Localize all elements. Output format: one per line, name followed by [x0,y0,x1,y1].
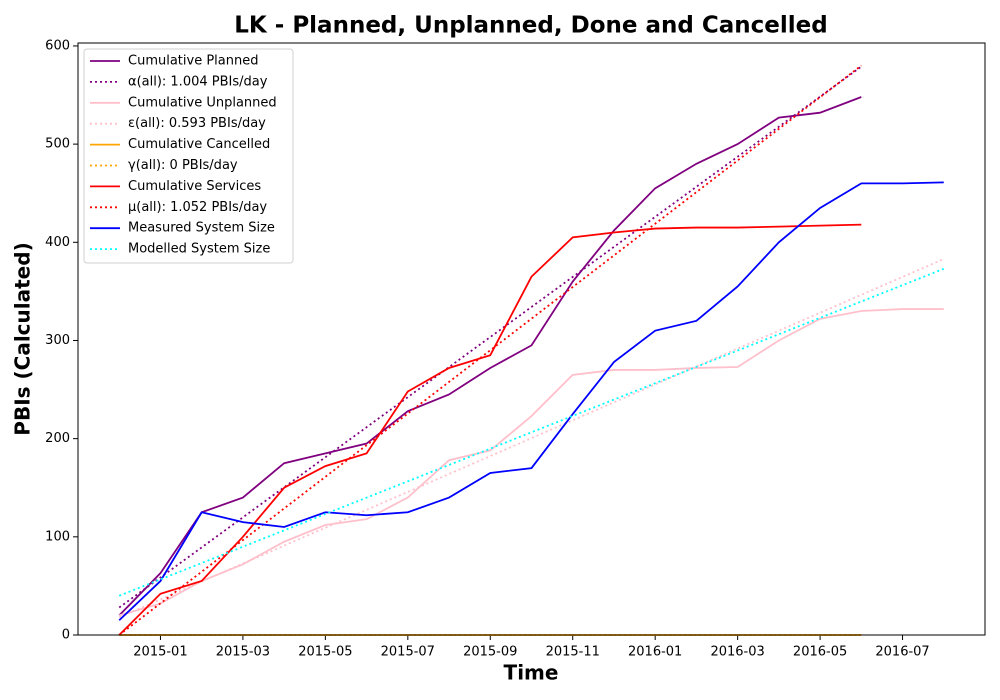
x-tick-label: 2016-03 [710,645,764,660]
legend-box [83,48,294,264]
x-tick-label: 2015-07 [381,645,435,660]
legend-label: Cumulative Services [128,179,261,194]
x-tick-label: 2015-09 [463,645,517,660]
series-line [118,308,944,617]
y-tick-label: 600 [45,38,70,53]
x-tick-label: 2015-01 [133,645,187,660]
y-tick-label: 300 [45,333,70,348]
legend-label: Cumulative Cancelled [128,137,270,152]
x-tick-label: 2015-05 [298,645,352,660]
x-tick-label: 2016-07 [875,645,929,660]
series-line [118,223,862,636]
series-line [118,64,862,636]
x-axis-label: Time [504,661,559,685]
legend-label: Cumulative Planned [128,54,258,69]
y-tick-label: 200 [45,431,70,446]
y-tick-label: 0 [62,628,70,643]
y-tick-label: 100 [45,529,70,544]
series-line [118,181,944,621]
legend-label: Cumulative Unplanned [128,95,277,110]
legend-label: μ(all): 1.052 PBIs/day [128,200,267,215]
legend-label: α(all): 1.004 PBIs/day [128,74,268,89]
legend-label: ε(all): 0.593 PBIs/day [128,116,266,131]
y-tick-label: 500 [45,137,70,152]
x-tick-label: 2016-05 [793,645,847,660]
y-tick-label: 400 [45,235,70,250]
plot-frame [77,42,986,636]
legend-label: Modelled System Size [128,242,270,257]
chart-title: LK - Planned, Unplanned, Done and Cancel… [234,13,827,39]
series-line [118,65,862,609]
x-tick-label: 2015-03 [216,645,270,660]
x-tick-label: 2016-01 [628,645,682,660]
legend-label: Measured System Size [128,221,275,236]
x-tick-label: 2015-11 [546,645,600,660]
legend-label: γ(all): 0 PBIs/day [128,158,238,173]
series-line [118,96,862,616]
y-axis-label: PBIs (Calculated) [11,242,35,435]
